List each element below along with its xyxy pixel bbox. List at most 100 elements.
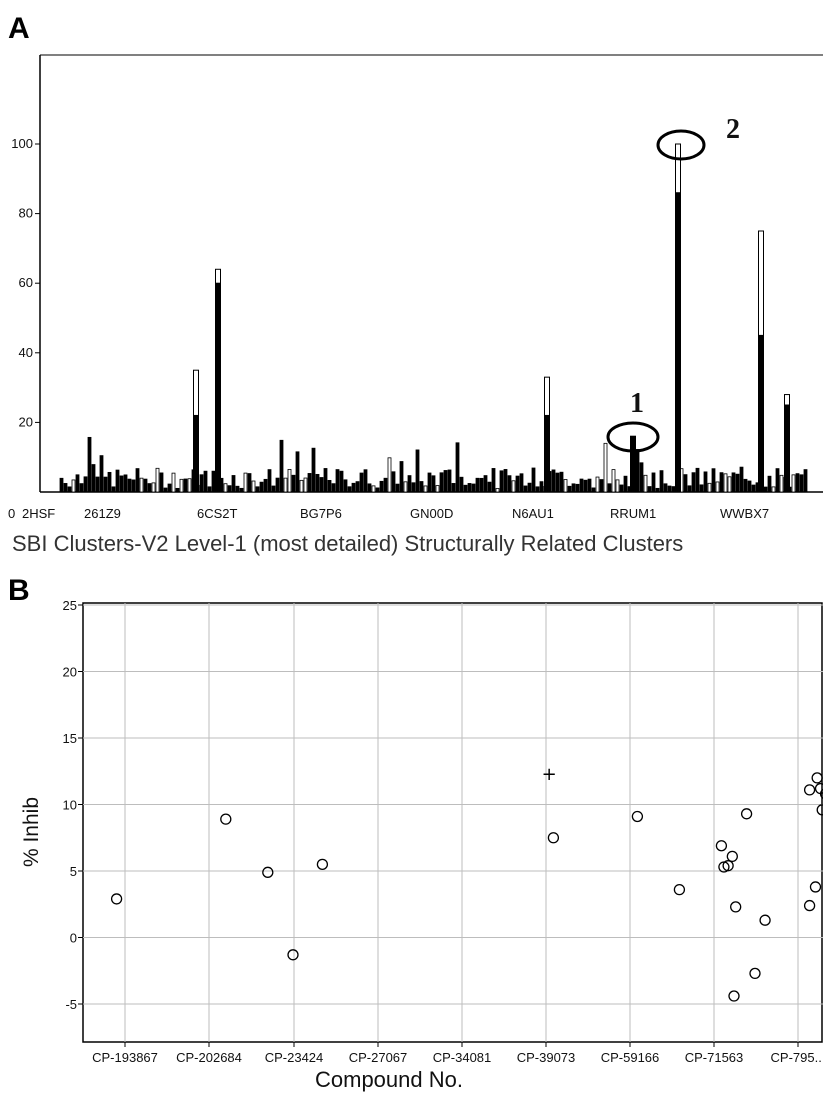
chart-a-bar	[395, 483, 400, 493]
chart-a-y-tick-label: 40	[19, 345, 33, 360]
chart-a-bar	[431, 475, 436, 493]
chart-a-bar	[507, 475, 512, 493]
chart-a-peak-filled	[758, 334, 764, 493]
chart-b-point	[809, 881, 822, 893]
chart-a-bar	[575, 483, 580, 493]
chart-a-bar	[167, 483, 172, 493]
chart-a-bar	[659, 470, 664, 493]
chart-a-x-tick-label: N6AU1	[512, 506, 554, 521]
chart-a-bar	[751, 484, 756, 493]
chart-a-bar	[259, 481, 264, 493]
chart-b-x-tick-label: CP-34081	[433, 1050, 492, 1065]
chart-a-peak-filled	[215, 282, 221, 493]
chart-a-bar	[307, 473, 312, 493]
chart-a-bar	[255, 486, 260, 493]
chart-a-bar	[583, 479, 588, 493]
chart-b-point	[722, 860, 734, 872]
chart-a-bar	[63, 483, 68, 493]
chart-b-point	[740, 808, 753, 820]
chart-a-bar	[599, 479, 604, 493]
chart-a-bar	[639, 462, 644, 493]
chart-a-bar	[311, 447, 316, 493]
chart-a-bar	[331, 483, 336, 493]
chart-a-bar	[355, 481, 360, 493]
chart-a-bar	[715, 481, 720, 493]
chart-a-bar	[483, 475, 488, 493]
chart-a-bar	[243, 472, 248, 493]
chart-a-bar	[119, 475, 124, 493]
chart-a-bar	[567, 485, 572, 493]
chart-b-y-tick-label: 5	[70, 864, 77, 879]
chart-a-bar	[335, 469, 340, 493]
chart-b-point	[811, 772, 823, 784]
chart-b-x-tick-label: CP-193867	[92, 1050, 158, 1065]
chart-b-y-tick-label: 25	[63, 598, 77, 613]
chart-b-x-tick-label: CP-71563	[685, 1050, 744, 1065]
chart-a-bar	[527, 482, 532, 493]
chart-a-bar	[451, 483, 456, 493]
chart-a-bar	[551, 469, 556, 493]
chart-a-bar	[87, 436, 92, 493]
chart-a-bar	[391, 471, 396, 493]
chart-a-bar	[731, 472, 736, 493]
chart-a-bar	[123, 474, 128, 493]
chart-b-point	[673, 883, 686, 896]
chart-a-bar	[91, 464, 96, 493]
chart-a-peak-filled	[630, 435, 636, 493]
chart-a-bar	[351, 482, 356, 493]
panel-b-letter: B	[8, 574, 30, 607]
chart-a-bar	[263, 478, 268, 493]
chart-a-bar	[623, 475, 628, 493]
chart-b-y-tick-label: 20	[63, 665, 77, 680]
chart-a-bar	[207, 486, 212, 493]
chart-a-bar	[563, 479, 568, 493]
chart-a-bar	[539, 481, 544, 493]
chart-a-bar	[727, 476, 732, 493]
chart-a-x-tick-label: BG7P6	[300, 506, 342, 521]
chart-a-bar	[419, 481, 424, 493]
chart-a-bar	[735, 473, 740, 493]
chart-a-bar	[723, 473, 728, 493]
chart-a-bar	[467, 483, 472, 493]
chart-a-bar	[147, 483, 152, 493]
chart-a-bar	[347, 486, 352, 493]
chart-a-bar	[203, 470, 208, 493]
chart-a-bar	[519, 473, 524, 493]
chart-a-y-tick-label: 60	[19, 275, 33, 290]
chart-a-bar	[647, 486, 652, 493]
chart-a-bar	[403, 481, 408, 493]
chart-a-bar	[363, 469, 368, 493]
chart-a-bar	[323, 468, 328, 493]
chart-a-bar	[399, 461, 404, 493]
chart-a-bar	[595, 476, 600, 493]
chart-a-bar	[691, 472, 696, 493]
chart-a-bar	[83, 476, 88, 493]
chart-b-x-tick-label: CP-39073	[517, 1050, 576, 1065]
chart-b-y-tick-label: 15	[63, 731, 77, 746]
chart-a-bar	[199, 474, 204, 493]
chart-a-bar	[171, 472, 176, 493]
chart-a-bar	[159, 472, 164, 493]
chart-b-point	[220, 813, 232, 825]
chart-b-point	[316, 858, 329, 870]
chart-a-bar	[227, 485, 232, 493]
chart-a-bar	[319, 477, 324, 493]
chart-a-bar	[315, 473, 320, 493]
chart-a-bar	[591, 487, 596, 493]
chart-a-bar	[291, 474, 296, 493]
chart-a-bar	[795, 473, 800, 493]
chart-a-bar	[699, 484, 704, 493]
chart-b-x-tick-label: CP-202684	[176, 1050, 242, 1065]
chart-a-bar	[359, 472, 364, 493]
chart-a-bar	[239, 487, 244, 493]
chart-b-y-axis-label: % Inhib	[20, 796, 43, 868]
chart-a-bar	[719, 472, 724, 493]
annotation-1-ellipse	[606, 421, 660, 453]
chart-b-point	[816, 804, 823, 816]
chart-b-point	[819, 788, 823, 799]
chart-a-bar	[803, 469, 808, 493]
chart-b-y-tick-label: -5	[65, 997, 77, 1012]
chart-b-point	[726, 850, 738, 863]
chart-a-bar	[283, 477, 288, 493]
chart-a-bar	[687, 485, 692, 493]
